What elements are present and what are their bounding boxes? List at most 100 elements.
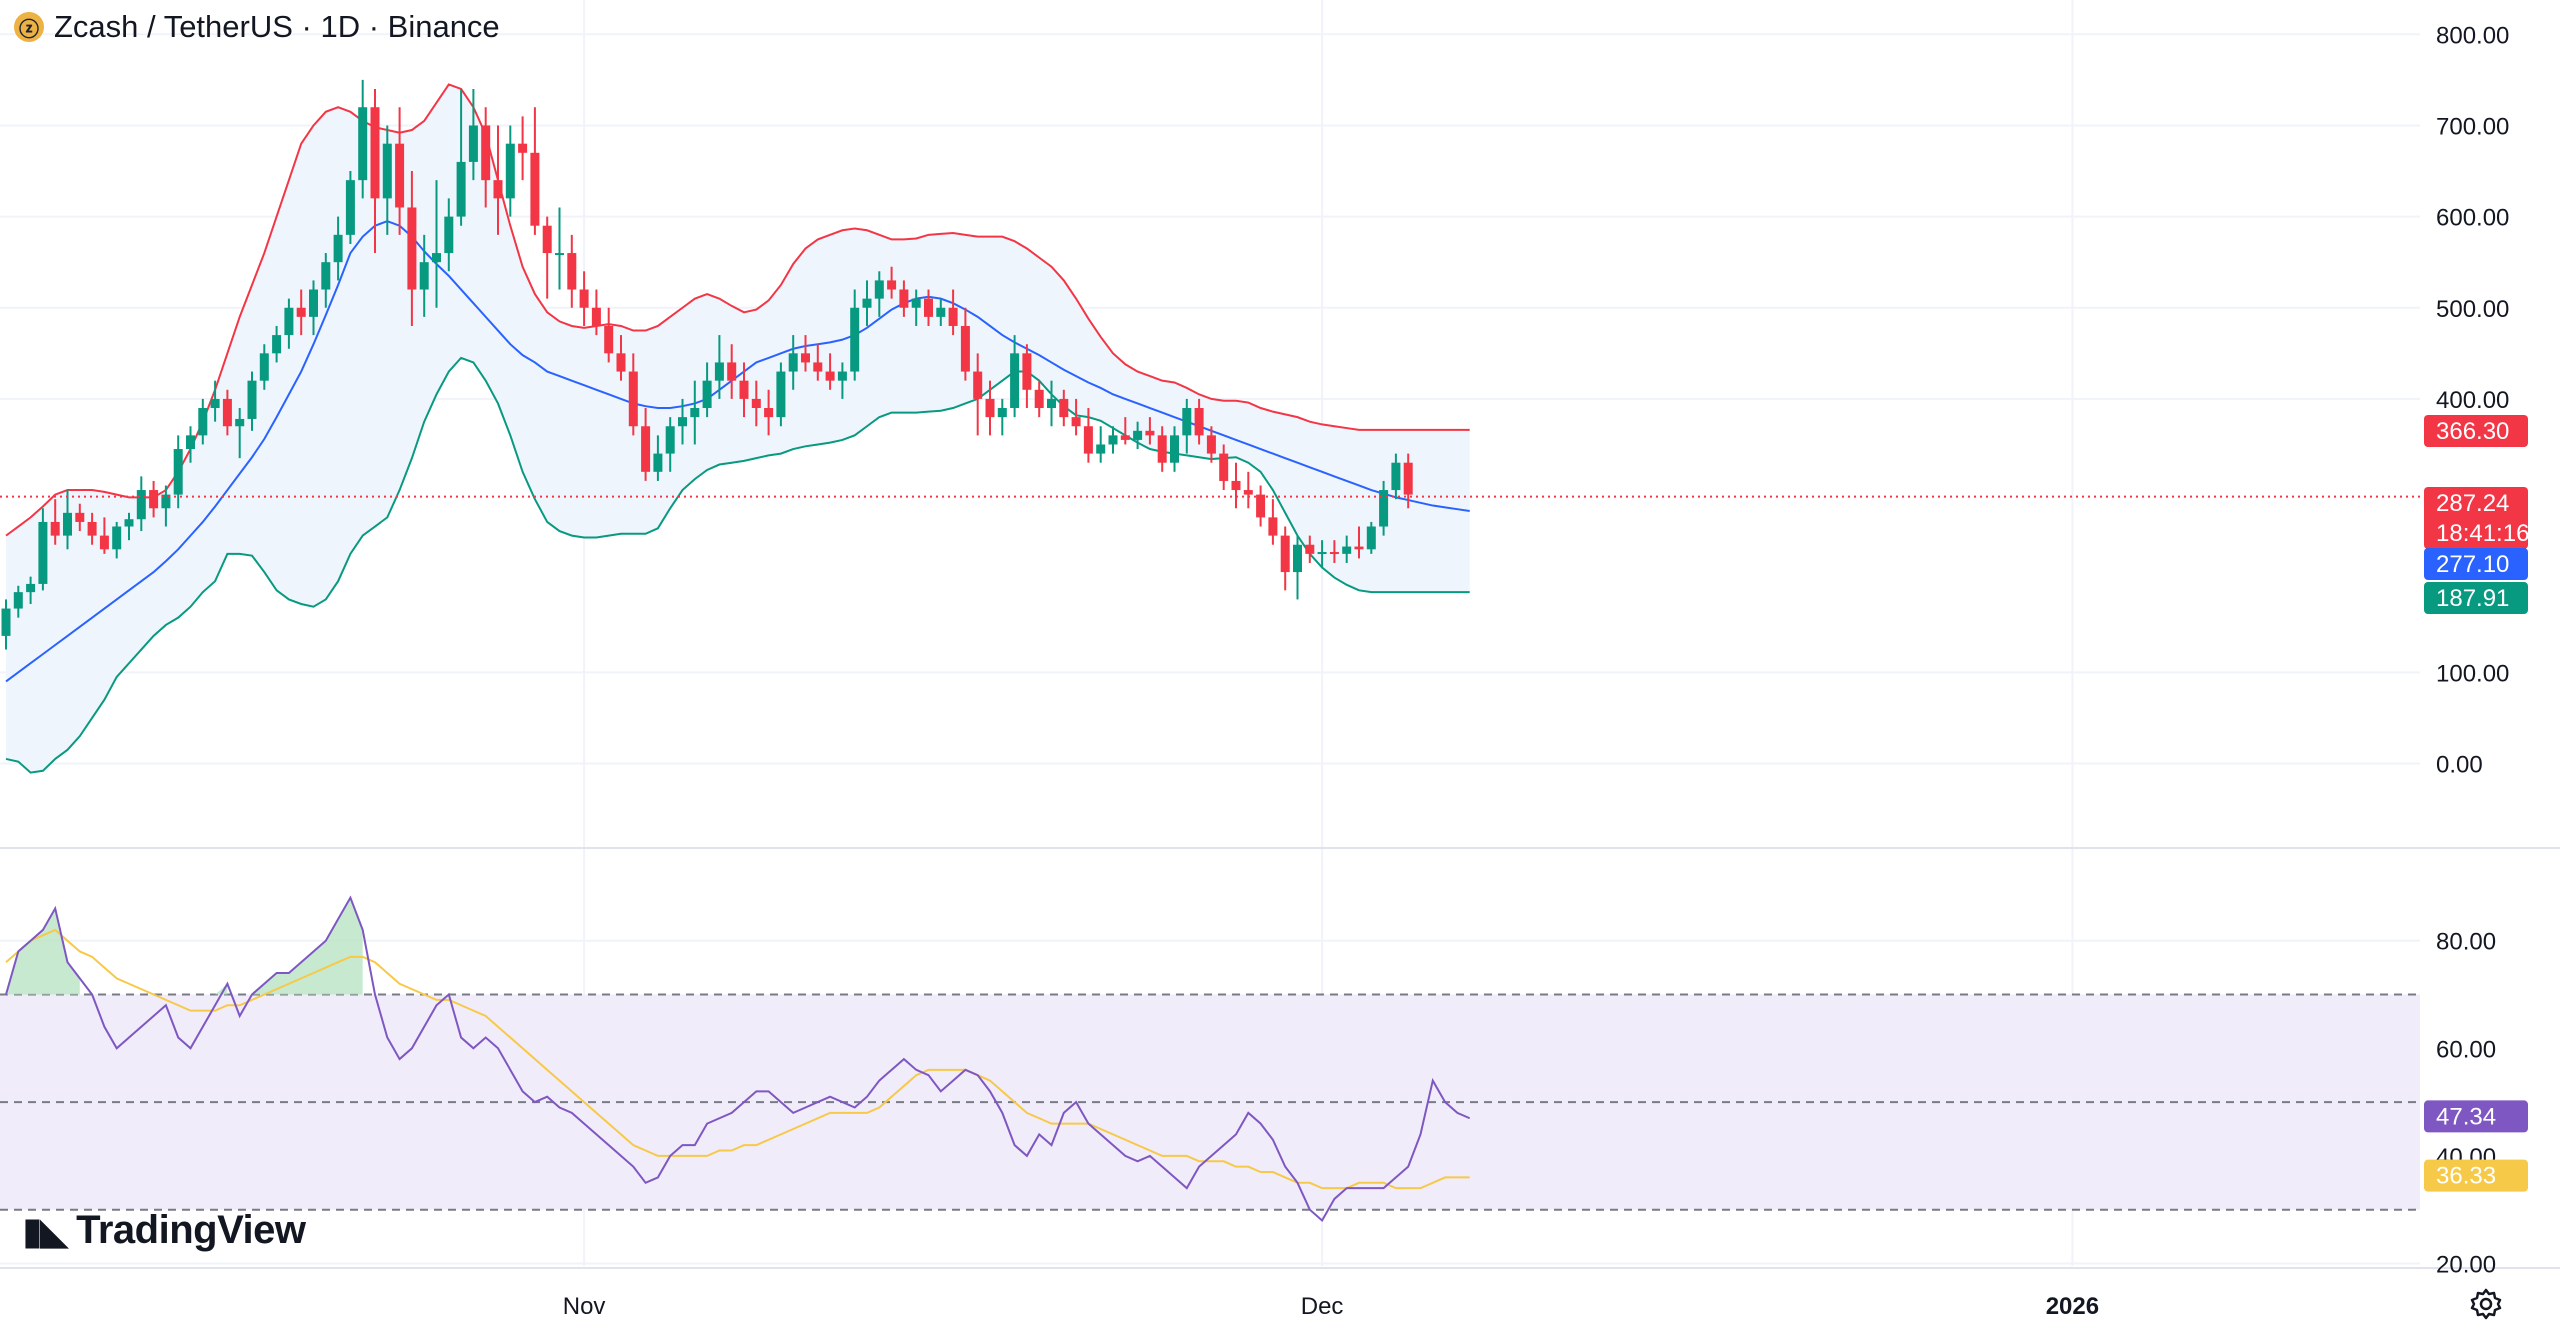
candle-body [1379, 490, 1389, 527]
candle-body [1170, 435, 1179, 463]
candle [38, 508, 48, 591]
candle [1243, 471, 1253, 509]
candle-body [1133, 430, 1143, 440]
symbol-header[interactable]: ⓩ Zcash / TetherUS · 1D · Binance [14, 6, 500, 48]
candle [505, 125, 515, 217]
candle [1391, 453, 1401, 500]
candle [1108, 426, 1118, 454]
candle [1354, 526, 1364, 559]
candle [628, 353, 638, 436]
candle [887, 266, 897, 299]
candle [604, 307, 614, 363]
candle-body [604, 325, 614, 354]
time-tick-label: 2026 [2046, 1293, 2099, 1320]
candle-body [222, 398, 232, 427]
upper-band-tag: 366.30 [2436, 418, 2509, 445]
candle [321, 253, 331, 308]
upper-band-tag-bg [2424, 415, 2528, 447]
candle [1293, 535, 1302, 600]
candle-body [690, 408, 700, 418]
candle-body [1366, 526, 1376, 550]
candle [973, 353, 983, 436]
candle [764, 389, 774, 436]
candle [788, 335, 798, 390]
candle [776, 362, 786, 427]
candle [899, 280, 909, 317]
last-price-tag: 287.24 [2436, 490, 2509, 517]
candle [1366, 521, 1376, 554]
candle [1206, 426, 1216, 463]
candle-body [468, 125, 478, 162]
candle [309, 280, 318, 336]
candle [493, 125, 503, 235]
rsi-tick-label: 80.00 [2436, 929, 2496, 956]
candle [468, 88, 478, 181]
candle-body [247, 380, 257, 419]
candle-body [272, 335, 282, 354]
candle-body [1194, 408, 1204, 436]
candle [813, 344, 823, 381]
candle [186, 426, 195, 463]
candle [801, 335, 810, 372]
tradingview-logo[interactable]: ▮◣ TradingView [22, 1208, 306, 1253]
candle-body [99, 535, 109, 550]
candle-body [419, 262, 429, 290]
candle-body [481, 125, 491, 181]
candle-body [259, 353, 269, 381]
candle-body [87, 521, 97, 536]
candle-body [1268, 517, 1278, 536]
candle-body [210, 398, 220, 409]
candle-body [887, 280, 897, 290]
price-axis[interactable]: 800.00 700.00 600.00 500.00 400.00 0.00 100.00… [2436, 22, 2509, 1278]
candle-body [1329, 552, 1339, 555]
tradingview-mark-icon: ▮◣ [22, 1208, 69, 1253]
candle-body [444, 216, 454, 254]
candle-body [309, 289, 318, 317]
price-tick-label: 600.00 [2436, 205, 2509, 232]
candle-body [321, 262, 331, 290]
candle-body [714, 362, 724, 381]
candle [924, 289, 933, 326]
candle-body [136, 490, 146, 520]
candle [567, 234, 577, 308]
candle-body [788, 353, 798, 372]
candle [1133, 421, 1143, 450]
candle-body [198, 408, 208, 436]
lower-band-tag-bg [2424, 582, 2528, 614]
candle-body [1305, 544, 1315, 554]
candle [370, 88, 380, 254]
candle [1022, 344, 1032, 409]
price-tick-label: 800.00 [2436, 22, 2509, 49]
candle-body [567, 253, 577, 290]
candle [235, 408, 245, 459]
candle-body [813, 362, 823, 372]
time-axis[interactable]: NovDec2026Feb [563, 1293, 2560, 1320]
time-tick-label: Dec [1301, 1293, 1344, 1320]
candle [222, 389, 232, 436]
candle-body [161, 494, 171, 509]
settings-gear-icon[interactable] [2468, 1286, 2504, 1322]
candle-body [395, 143, 405, 208]
candle-body [1096, 444, 1106, 454]
basis-tag-bg [2424, 548, 2528, 580]
candle-body [124, 519, 134, 527]
candle-body [345, 180, 355, 235]
candle-body [1243, 490, 1253, 495]
candle [1379, 480, 1389, 536]
candle-body [641, 426, 651, 472]
rsi-series [5, 895, 1471, 1223]
candle [345, 171, 355, 244]
candle-body [924, 298, 933, 317]
candle-body [1108, 435, 1118, 445]
candle-body [296, 307, 306, 317]
candle [124, 512, 134, 541]
candle [1342, 535, 1352, 563]
candle [1182, 398, 1192, 454]
candle-body [333, 234, 343, 263]
candle [296, 289, 306, 336]
candle-body [653, 453, 663, 472]
tradingview-wordmark: TradingView [76, 1208, 306, 1252]
price-tick-label: 0.00 [2436, 752, 2483, 779]
candle-body [936, 307, 946, 317]
